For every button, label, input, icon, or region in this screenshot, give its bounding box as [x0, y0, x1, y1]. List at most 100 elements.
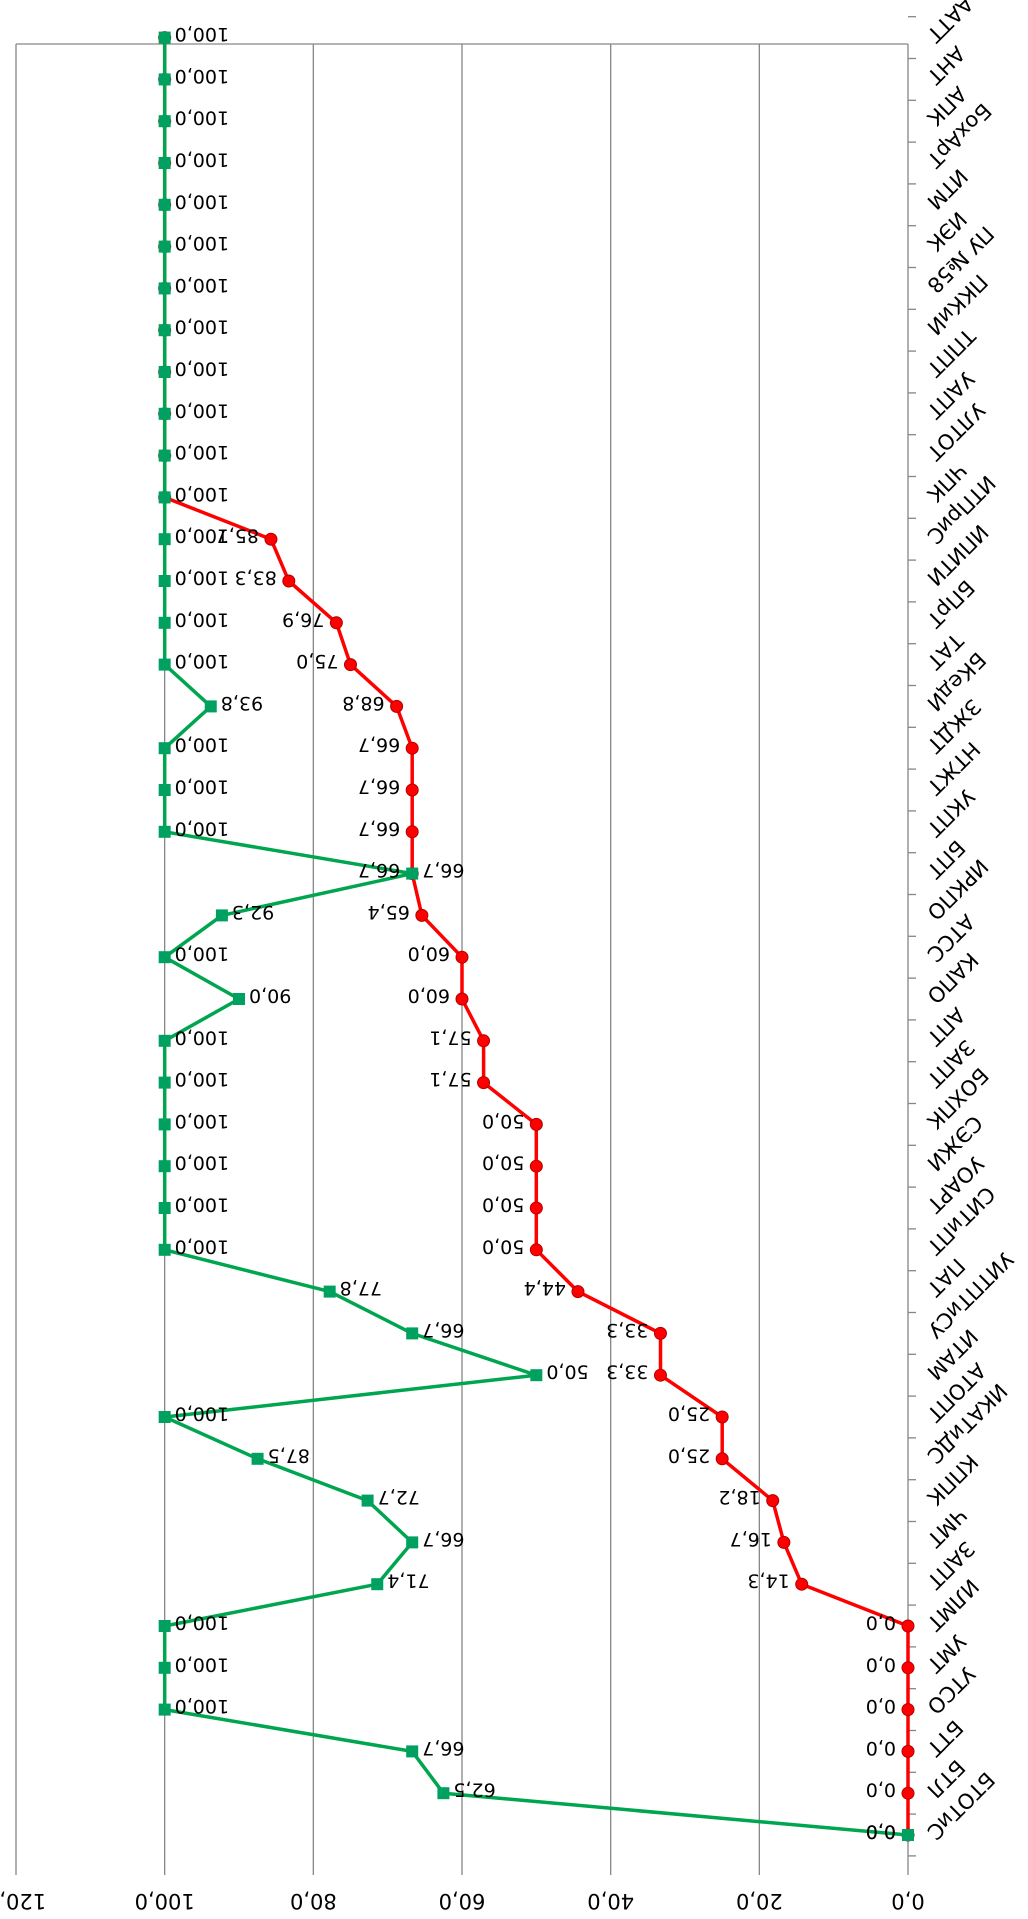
y-tick-label: 60,0: [439, 1889, 486, 1913]
data-point: [159, 115, 171, 127]
data-label: 100,0: [175, 441, 229, 463]
data-label: 100,0: [175, 1152, 229, 1174]
data-label: 100,0: [175, 734, 229, 756]
data-point: [406, 1327, 418, 1339]
data-label: 100,0: [175, 943, 229, 965]
data-label: 66,7: [358, 817, 400, 839]
data-label: 93,8: [221, 692, 263, 714]
data-point: [159, 491, 171, 503]
data-point: [159, 1202, 171, 1214]
data-point: [362, 1495, 374, 1507]
data-label: 44,4: [524, 1277, 566, 1299]
data-point: [159, 575, 171, 587]
data-point: [233, 993, 245, 1005]
data-label: 66,7: [358, 776, 400, 798]
data-label: 57,1: [429, 1026, 471, 1048]
data-point: [437, 1787, 449, 1799]
data-point: [159, 742, 171, 754]
data-point: [406, 784, 418, 796]
data-point: [530, 1244, 542, 1256]
data-point: [416, 909, 428, 921]
data-point: [159, 157, 171, 169]
data-point: [159, 241, 171, 253]
data-point: [902, 1662, 914, 1674]
data-point: [902, 1745, 914, 1757]
data-point: [716, 1453, 728, 1465]
data-point: [530, 1118, 542, 1130]
data-label: 33,3: [606, 1319, 648, 1341]
data-point: [159, 73, 171, 85]
data-label: 66,7: [358, 734, 400, 756]
data-point: [159, 1244, 171, 1256]
data-point: [796, 1578, 808, 1590]
data-label: 50,0: [482, 1110, 524, 1132]
data-label: 0,0: [866, 1695, 896, 1717]
data-point: [406, 826, 418, 838]
data-label: 0,0: [866, 1612, 896, 1634]
data-point: [406, 868, 418, 880]
data-point: [530, 1202, 542, 1214]
data-point: [530, 1160, 542, 1172]
data-point: [767, 1495, 779, 1507]
data-label: 71,4: [387, 1570, 429, 1592]
data-point: [159, 1704, 171, 1716]
data-label: 25,0: [668, 1444, 710, 1466]
data-label: 100,0: [175, 483, 229, 505]
data-label: 100,0: [175, 776, 229, 798]
data-point: [252, 1453, 264, 1465]
data-label: 60,0: [408, 943, 450, 965]
data-point: [902, 1829, 914, 1841]
data-label: 68,8: [342, 692, 384, 714]
data-label: 92,3: [232, 901, 274, 923]
data-label: 66,7: [422, 1737, 464, 1759]
data-label: 62,5: [453, 1779, 495, 1801]
data-label: 65,4: [368, 901, 410, 923]
data-point: [159, 1411, 171, 1423]
data-point: [159, 282, 171, 294]
data-point: [406, 1536, 418, 1548]
data-label: 100,0: [175, 650, 229, 672]
data-point: [159, 826, 171, 838]
data-label: 18,2: [718, 1486, 760, 1508]
data-label: 100,0: [175, 1612, 229, 1634]
data-label: 25,0: [668, 1403, 710, 1425]
data-label: 100,0: [175, 1403, 229, 1425]
data-point: [456, 993, 468, 1005]
data-point: [216, 909, 228, 921]
data-point: [159, 659, 171, 671]
data-label: 83,3: [234, 567, 276, 589]
data-point: [159, 617, 171, 629]
data-point: [654, 1327, 666, 1339]
data-point: [265, 533, 277, 545]
data-label: 100,0: [175, 232, 229, 254]
data-point: [159, 533, 171, 545]
data-label: 77,8: [340, 1277, 382, 1299]
data-label: 50,0: [482, 1235, 524, 1257]
data-point: [530, 1369, 542, 1381]
data-label: 100,0: [175, 1653, 229, 1675]
data-point: [716, 1411, 728, 1423]
data-label: 100,0: [175, 1068, 229, 1090]
data-label: 0,0: [866, 1653, 896, 1675]
data-label: 100,0: [175, 817, 229, 839]
data-label: 76,9: [282, 608, 324, 630]
data-label: 87,5: [268, 1444, 310, 1466]
data-point: [456, 951, 468, 963]
data-label: 50,0: [482, 1152, 524, 1174]
data-label: 100,0: [175, 399, 229, 421]
y-tick-label: 80,0: [290, 1889, 337, 1913]
data-point: [654, 1369, 666, 1381]
y-tick-label: 0,0: [891, 1889, 924, 1913]
data-label: 100,0: [175, 316, 229, 338]
data-point: [371, 1578, 383, 1590]
data-label: 100,0: [175, 190, 229, 212]
data-point: [159, 1077, 171, 1089]
data-label: 0,0: [866, 1737, 896, 1759]
data-label: 14,3: [747, 1570, 789, 1592]
data-label: 100,0: [175, 358, 229, 380]
data-label: 60,0: [408, 985, 450, 1007]
y-tick-label: 120,0: [0, 1889, 46, 1913]
data-label: 0,0: [866, 1779, 896, 1801]
data-point: [572, 1286, 584, 1298]
